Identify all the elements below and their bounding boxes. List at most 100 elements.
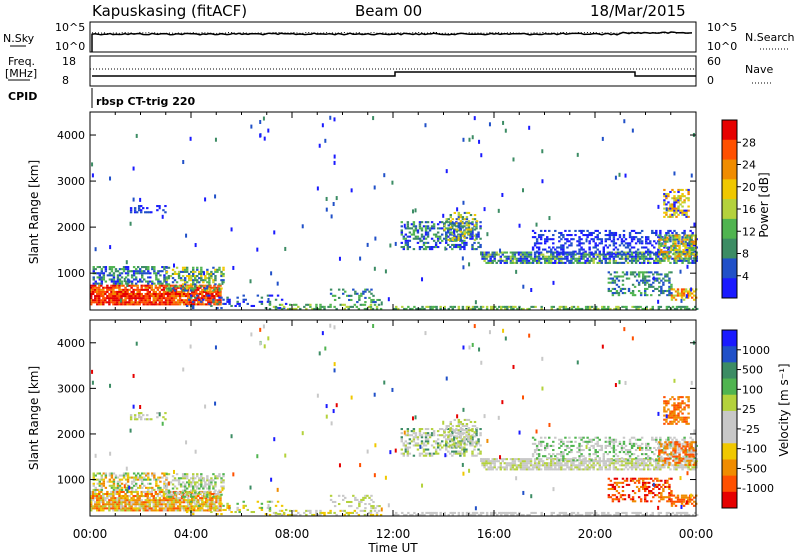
power-cell	[122, 288, 125, 291]
velocity-cell	[622, 468, 626, 471]
power-cell	[134, 303, 137, 306]
power-cell	[643, 294, 647, 297]
power-cell	[469, 222, 473, 225]
power-cell	[179, 277, 183, 280]
velocity-cell	[187, 504, 191, 507]
velocity-cell	[313, 513, 316, 516]
velocity-cell	[140, 490, 143, 493]
velocity-cell	[548, 468, 551, 471]
power-cell	[372, 301, 375, 304]
power-cell	[479, 307, 483, 310]
power-cell	[214, 283, 217, 286]
power-cell	[634, 250, 638, 253]
velocity-cell	[513, 462, 517, 465]
velocity-cell	[541, 464, 545, 467]
power-cell	[226, 300, 229, 303]
velocity-cell	[138, 495, 141, 498]
power-cell	[509, 257, 513, 260]
power-cell	[574, 229, 577, 232]
power-cell	[611, 287, 615, 290]
velocity-cell	[114, 476, 118, 479]
power-cell	[106, 286, 109, 289]
velocity-cell	[463, 418, 467, 421]
power-cell	[194, 285, 197, 288]
velocity-cell	[459, 445, 463, 448]
power-cell	[616, 261, 620, 264]
power-cell	[272, 305, 276, 308]
power-cell	[370, 292, 373, 295]
velocity-cell	[341, 494, 345, 497]
velocity-cell	[183, 493, 187, 496]
power-cell	[402, 245, 406, 249]
velocity-cell	[118, 501, 121, 504]
velocity-cell	[120, 499, 123, 502]
power-cell	[449, 237, 452, 240]
velocity-cell	[154, 509, 158, 512]
velocity-cell	[146, 497, 149, 500]
power-cell	[662, 283, 665, 286]
power-cell	[681, 259, 684, 262]
power-cell	[676, 288, 680, 291]
velocity-cell	[118, 507, 121, 510]
velocity-cell	[366, 494, 369, 497]
velocity-cell	[578, 464, 581, 467]
power-cell	[174, 297, 178, 300]
power-cell	[617, 275, 621, 278]
power-cell	[434, 245, 438, 249]
cpid-text: rbsp CT-trig 220	[96, 95, 196, 108]
power-cell	[668, 294, 671, 297]
power-cell	[136, 292, 139, 296]
power-cell	[94, 301, 97, 304]
power-cell	[667, 209, 670, 212]
velocity-cell	[212, 506, 215, 509]
velocity-cell	[453, 450, 456, 453]
power-cell	[608, 259, 612, 262]
power-cell	[660, 236, 663, 239]
velocity-cell	[100, 488, 104, 491]
power-cell	[430, 245, 434, 249]
power-cell	[222, 275, 225, 278]
power-cell	[612, 234, 616, 237]
power-cell	[651, 307, 654, 310]
velocity-cell	[212, 485, 215, 488]
power-cell	[624, 251, 628, 254]
velocity-cell	[148, 505, 151, 508]
power-cell	[90, 290, 93, 293]
power-cell	[160, 292, 164, 296]
power-cell	[212, 272, 215, 276]
velocity-cell	[96, 492, 99, 496]
velocity-cell	[108, 509, 111, 512]
nsky-tick-bottom: 10^0	[55, 40, 85, 53]
power-cell	[689, 261, 692, 264]
velocity-cell	[449, 433, 452, 436]
velocity-cell	[539, 460, 543, 463]
power-cell	[653, 261, 656, 264]
power-cell	[564, 307, 568, 310]
velocity-cell	[564, 464, 567, 467]
velocity-cell	[170, 503, 174, 506]
power-cell	[629, 271, 633, 274]
power-cell	[317, 307, 320, 310]
power-cell	[148, 211, 151, 214]
velocity-cell	[467, 435, 471, 438]
velocity-cell	[630, 458, 634, 461]
velocity-cell	[453, 431, 457, 434]
velocity-cell	[467, 431, 471, 434]
power-cell	[667, 229, 670, 232]
power-cell	[634, 231, 638, 235]
power-cell	[98, 295, 101, 298]
velocity-cell	[428, 454, 432, 457]
power-cell	[537, 251, 541, 254]
velocity-cell	[203, 497, 206, 500]
velocity-cell	[156, 509, 160, 512]
power-cell	[280, 307, 284, 310]
velocity-cell	[404, 440, 408, 443]
velocity-cell	[447, 428, 450, 431]
power-cell	[560, 238, 563, 241]
velocity-cell	[184, 507, 188, 510]
power-cell	[327, 305, 330, 308]
velocity-cell	[162, 509, 166, 512]
velocity-cell	[463, 429, 467, 432]
power-cell	[560, 255, 563, 258]
power-cell	[412, 221, 416, 224]
